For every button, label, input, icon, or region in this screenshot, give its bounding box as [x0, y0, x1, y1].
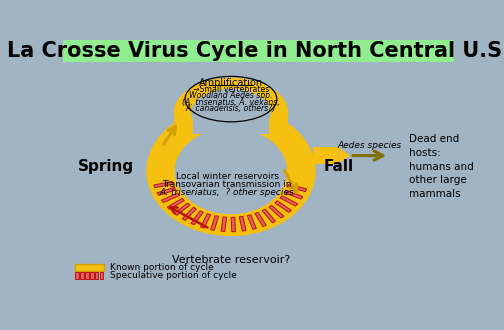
- Bar: [247, 215, 257, 229]
- Bar: [90, 272, 94, 279]
- FancyBboxPatch shape: [313, 147, 338, 164]
- Text: →Small vertebrates: →Small vertebrates: [193, 85, 269, 94]
- Text: Speculative portion of cycle: Speculative portion of cycle: [110, 271, 236, 280]
- Bar: [211, 216, 219, 230]
- Circle shape: [175, 129, 286, 214]
- Bar: [221, 217, 227, 232]
- Polygon shape: [338, 147, 350, 164]
- Bar: [269, 205, 284, 218]
- Bar: [231, 217, 235, 232]
- Circle shape: [147, 107, 315, 235]
- FancyBboxPatch shape: [193, 113, 269, 134]
- Bar: [284, 190, 303, 199]
- Text: Known portion of cycle: Known portion of cycle: [110, 263, 214, 272]
- Ellipse shape: [192, 90, 270, 136]
- Text: Local winter reservoirs: Local winter reservoirs: [175, 172, 279, 181]
- Bar: [167, 198, 184, 209]
- Text: Woodland Aedes spp.: Woodland Aedes spp.: [189, 91, 273, 100]
- Text: Spring: Spring: [78, 159, 134, 174]
- Bar: [288, 184, 306, 192]
- Bar: [157, 187, 176, 195]
- Bar: [76, 264, 104, 271]
- Bar: [255, 212, 266, 226]
- Bar: [262, 209, 276, 223]
- Bar: [239, 216, 246, 231]
- Bar: [162, 193, 179, 203]
- Bar: [275, 201, 291, 213]
- Text: A. triseriatus,  ? other species: A. triseriatus, ? other species: [160, 187, 294, 197]
- Bar: [95, 272, 98, 279]
- Bar: [201, 214, 211, 228]
- Bar: [80, 272, 84, 279]
- FancyBboxPatch shape: [174, 111, 288, 138]
- Bar: [174, 203, 190, 215]
- Text: (A. triseriatus, A. vexans,: (A. triseriatus, A. vexans,: [182, 98, 280, 107]
- Ellipse shape: [174, 79, 288, 147]
- Bar: [100, 272, 103, 279]
- Text: Vertebrate reservoir?: Vertebrate reservoir?: [172, 255, 290, 265]
- Text: Fall: Fall: [323, 159, 353, 174]
- Bar: [76, 272, 79, 279]
- Text: Aedes species: Aedes species: [338, 141, 402, 150]
- Text: A. canadensis, others?): A. canadensis, others?): [186, 104, 276, 113]
- Text: La Crosse Virus Cycle in North Central U.S.: La Crosse Virus Cycle in North Central U…: [7, 41, 504, 61]
- Bar: [280, 196, 298, 206]
- Bar: [182, 207, 197, 220]
- Text: Transovarian transmission in: Transovarian transmission in: [162, 180, 292, 189]
- Bar: [191, 211, 203, 225]
- Bar: [85, 272, 89, 279]
- Text: Dead end
hosts:
humans and
other large
mammals: Dead end hosts: humans and other large m…: [409, 134, 473, 199]
- Text: Amplification: Amplification: [199, 78, 263, 88]
- Bar: [154, 182, 173, 188]
- FancyBboxPatch shape: [63, 40, 454, 62]
